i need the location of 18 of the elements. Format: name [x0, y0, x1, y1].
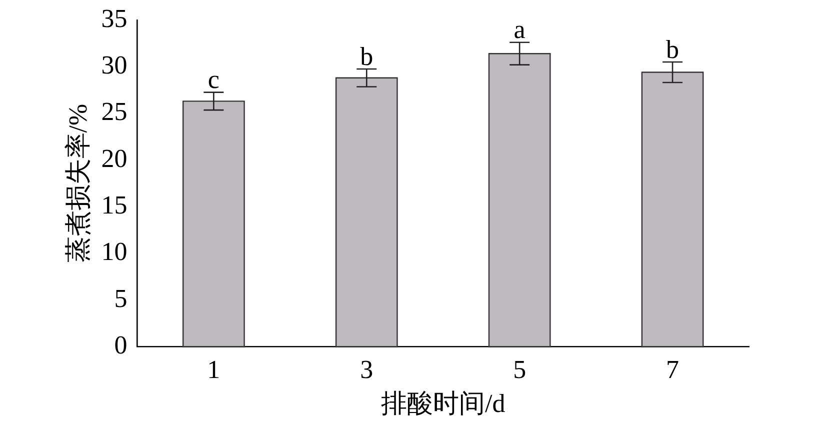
y-tick-label: 30	[101, 50, 128, 80]
x-axis-title: 排酸时间/d	[380, 389, 506, 418]
x-tick-label: 7	[666, 355, 680, 384]
y-tick-label: 20	[101, 144, 128, 173]
annotation: b	[666, 34, 680, 64]
y-tick-label: 25	[101, 97, 128, 126]
annotation: c	[208, 65, 220, 94]
y-axis-title: 蒸煮损失率/%	[63, 104, 92, 263]
y-tick-label: 15	[101, 190, 128, 220]
x-tick-label: 5	[513, 355, 526, 384]
y-tick-label: 0	[114, 330, 128, 360]
y-tick-label: 35	[101, 4, 128, 33]
x-tick-label: 3	[360, 355, 374, 384]
y-tick-label: 10	[101, 237, 128, 266]
y-tick-label: 5	[114, 284, 128, 313]
annotation: b	[360, 42, 374, 71]
annotation: a	[514, 15, 526, 44]
x-tick-label: 1	[207, 355, 220, 384]
